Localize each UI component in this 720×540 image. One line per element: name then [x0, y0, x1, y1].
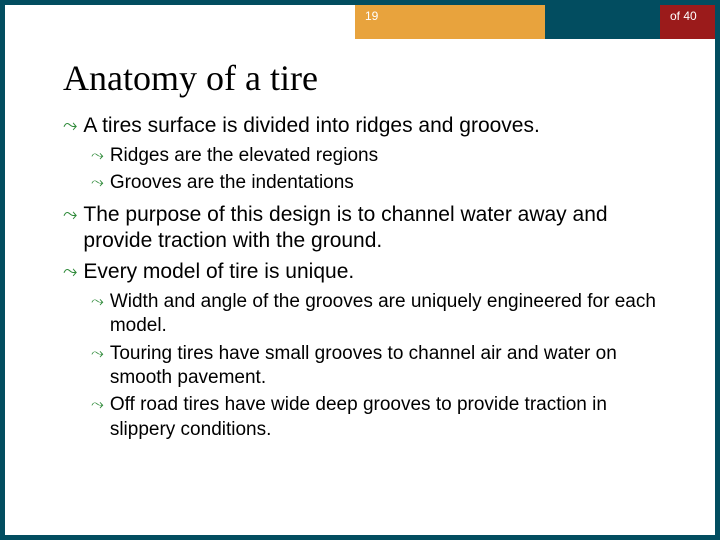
- bullet-text: Every model of tire is unique.: [83, 259, 667, 286]
- bullet-text: Ridges are the elevated regions: [110, 144, 667, 168]
- bullet-icon: ⤳: [63, 259, 77, 286]
- bullet-lvl2: ⤳ Off road tires have wide deep grooves …: [91, 393, 667, 442]
- bullet-text: Off road tires have wide deep grooves to…: [110, 393, 667, 442]
- bullet-lvl2: ⤳ Grooves are the indentations: [91, 171, 667, 195]
- bullet-text: A tires surface is divided into ridges a…: [83, 113, 667, 140]
- bullet-icon: ⤳: [91, 144, 104, 168]
- top-bar: 19 of 40: [355, 5, 715, 39]
- bullet-icon: ⤳: [91, 393, 104, 442]
- bullet-icon: ⤳: [91, 290, 104, 339]
- bullet-text: Width and angle of the grooves are uniqu…: [110, 290, 667, 339]
- bullet-lvl1: ⤳ A tires surface is divided into ridges…: [63, 113, 667, 140]
- slide-title: Anatomy of a tire: [63, 57, 318, 99]
- bullet-lvl2: ⤳ Touring tires have small grooves to ch…: [91, 342, 667, 391]
- bullet-lvl1: ⤳ The purpose of this design is to chann…: [63, 202, 667, 256]
- slide-container: 19 of 40 Anatomy of a tire ⤳ A tires sur…: [0, 0, 720, 540]
- bullet-icon: ⤳: [91, 171, 104, 195]
- bullet-icon: ⤳: [63, 113, 77, 140]
- page-number-current: 19: [355, 5, 545, 39]
- bullet-text: The purpose of this design is to channel…: [83, 202, 667, 256]
- bullet-icon: ⤳: [91, 342, 104, 391]
- page-number-total: of 40: [660, 5, 715, 39]
- bullet-lvl1: ⤳ Every model of tire is unique.: [63, 259, 667, 286]
- slide-body: ⤳ A tires surface is divided into ridges…: [63, 113, 667, 448]
- bullet-text: Touring tires have small grooves to chan…: [110, 342, 667, 391]
- bullet-lvl2: ⤳ Width and angle of the grooves are uni…: [91, 290, 667, 339]
- bullet-text: Grooves are the indentations: [110, 171, 667, 195]
- bullet-icon: ⤳: [63, 202, 77, 256]
- top-bar-spacer: [545, 5, 660, 39]
- bullet-lvl2: ⤳ Ridges are the elevated regions: [91, 144, 667, 168]
